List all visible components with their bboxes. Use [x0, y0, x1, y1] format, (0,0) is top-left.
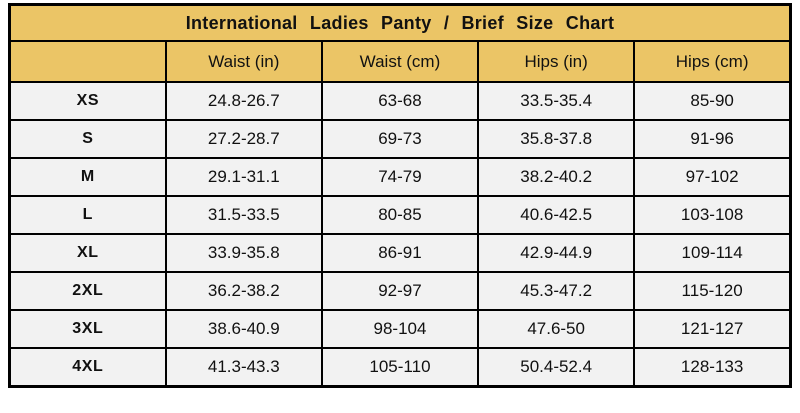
waist-cm-value: 74-79 [320, 157, 480, 197]
table-row-s: S 27.2-28.7 69-73 35.8-37.8 91-96 [8, 119, 792, 159]
hips-in-value: 38.2-40.2 [477, 157, 636, 197]
size-label: S [8, 119, 167, 159]
waist-in-value: 38.6-40.9 [164, 309, 323, 349]
column-header-size [8, 40, 167, 83]
size-label: XL [8, 233, 167, 273]
hips-cm-value: 85-90 [633, 81, 792, 121]
size-label: 3XL [8, 309, 167, 349]
hips-in-value: 42.9-44.9 [477, 233, 636, 273]
column-header-waist-cm: Waist (cm) [320, 40, 480, 83]
hips-cm-value: 91-96 [633, 119, 792, 159]
hips-in-value: 40.6-42.5 [477, 195, 636, 235]
waist-in-value: 27.2-28.7 [164, 119, 323, 159]
hips-cm-value: 121-127 [633, 309, 792, 349]
hips-cm-value: 128-133 [633, 347, 792, 388]
waist-cm-value: 86-91 [320, 233, 480, 273]
column-header-row: Waist (in) Waist (cm) Hips (in) Hips (cm… [8, 40, 792, 83]
chart-title: International Ladies Panty / Brief Size … [8, 3, 792, 42]
waist-cm-value: 98-104 [320, 309, 480, 349]
table-row-2xl: 2XL 36.2-38.2 92-97 45.3-47.2 115-120 [8, 271, 792, 311]
size-label: XS [8, 81, 167, 121]
waist-in-value: 33.9-35.8 [164, 233, 323, 273]
column-header-hips-cm: Hips (cm) [633, 40, 792, 83]
table-row-l: L 31.5-33.5 80-85 40.6-42.5 103-108 [8, 195, 792, 235]
hips-cm-value: 109-114 [633, 233, 792, 273]
hips-in-value: 45.3-47.2 [477, 271, 636, 311]
waist-in-value: 29.1-31.1 [164, 157, 323, 197]
hips-cm-value: 115-120 [633, 271, 792, 311]
size-label: M [8, 157, 167, 197]
waist-cm-value: 69-73 [320, 119, 480, 159]
column-header-hips-in: Hips (in) [477, 40, 636, 83]
hips-cm-value: 97-102 [633, 157, 792, 197]
column-header-waist-in: Waist (in) [164, 40, 323, 83]
waist-in-value: 36.2-38.2 [164, 271, 323, 311]
waist-cm-value: 92-97 [320, 271, 480, 311]
size-chart-table: International Ladies Panty / Brief Size … [8, 3, 792, 388]
size-label: L [8, 195, 167, 235]
table-row-m: M 29.1-31.1 74-79 38.2-40.2 97-102 [8, 157, 792, 197]
table-row-4xl: 4XL 41.3-43.3 105-110 50.4-52.4 128-133 [8, 347, 792, 388]
waist-in-value: 24.8-26.7 [164, 81, 323, 121]
size-label: 2XL [8, 271, 167, 311]
waist-cm-value: 63-68 [320, 81, 480, 121]
size-label: 4XL [8, 347, 167, 388]
table-row-3xl: 3XL 38.6-40.9 98-104 47.6-50 121-127 [8, 309, 792, 349]
hips-in-value: 33.5-35.4 [477, 81, 636, 121]
table-row-xs: XS 24.8-26.7 63-68 33.5-35.4 85-90 [8, 81, 792, 121]
hips-in-value: 50.4-52.4 [477, 347, 636, 388]
table-row-xl: XL 33.9-35.8 86-91 42.9-44.9 109-114 [8, 233, 792, 273]
hips-in-value: 35.8-37.8 [477, 119, 636, 159]
waist-in-value: 31.5-33.5 [164, 195, 323, 235]
waist-in-value: 41.3-43.3 [164, 347, 323, 388]
title-row: International Ladies Panty / Brief Size … [8, 3, 792, 42]
hips-cm-value: 103-108 [633, 195, 792, 235]
hips-in-value: 47.6-50 [477, 309, 636, 349]
waist-cm-value: 105-110 [320, 347, 480, 388]
waist-cm-value: 80-85 [320, 195, 480, 235]
